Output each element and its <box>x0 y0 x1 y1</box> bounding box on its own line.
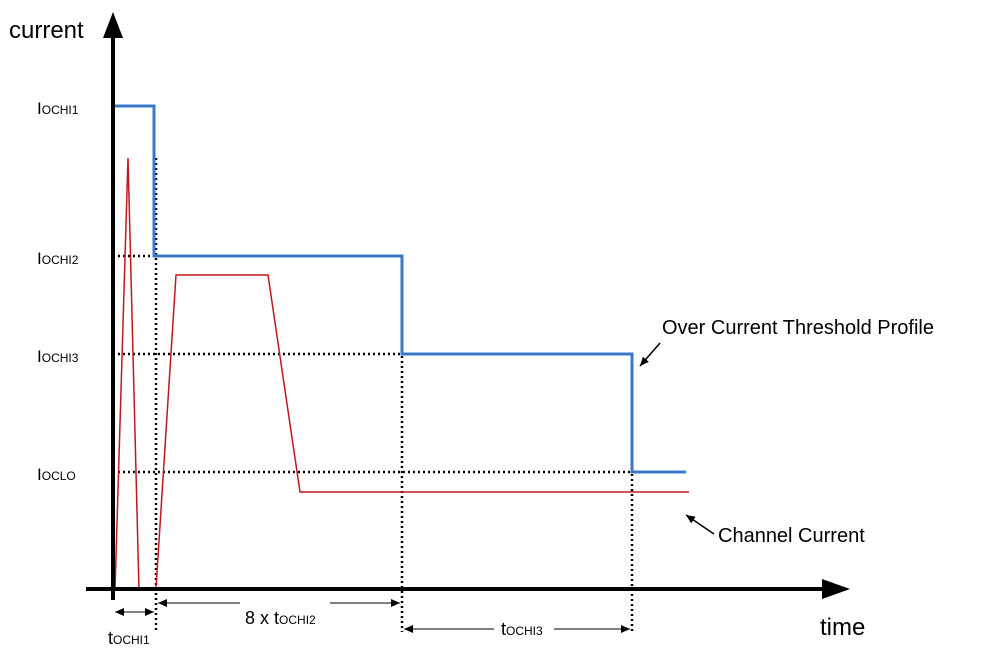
label-ioclo: IOCLO <box>37 465 76 484</box>
guide-lines <box>113 158 634 632</box>
label-iochi1: IOCHI1 <box>37 99 79 118</box>
channel-annotation: Channel Current <box>718 525 865 547</box>
channel-current-line <box>114 157 689 591</box>
channel-annotation-arrow <box>685 514 715 535</box>
label-iochi3: IOCHI3 <box>37 347 79 366</box>
threshold-annotation: Over Current Threshold Profile <box>662 317 934 339</box>
x-axis-arrow <box>822 579 850 599</box>
y-axis-arrow <box>103 12 123 38</box>
interval-t2-label: 8 x tOCHI2 <box>245 608 316 628</box>
x-axis-title: time <box>820 614 865 641</box>
label-iochi2: IOCHI2 <box>37 249 79 268</box>
channel-current-plateau <box>155 274 689 589</box>
threshold-profile-line <box>113 104 686 474</box>
channel-current-peak <box>114 157 140 591</box>
y-axis-title: current <box>9 17 84 44</box>
axes <box>86 12 850 600</box>
threshold-annotation-arrow <box>639 342 661 367</box>
interval-arrows <box>115 599 630 633</box>
interval-t1-label: tOCHI1 <box>108 628 150 648</box>
interval-t3-label: tOCHI3 <box>501 619 543 639</box>
